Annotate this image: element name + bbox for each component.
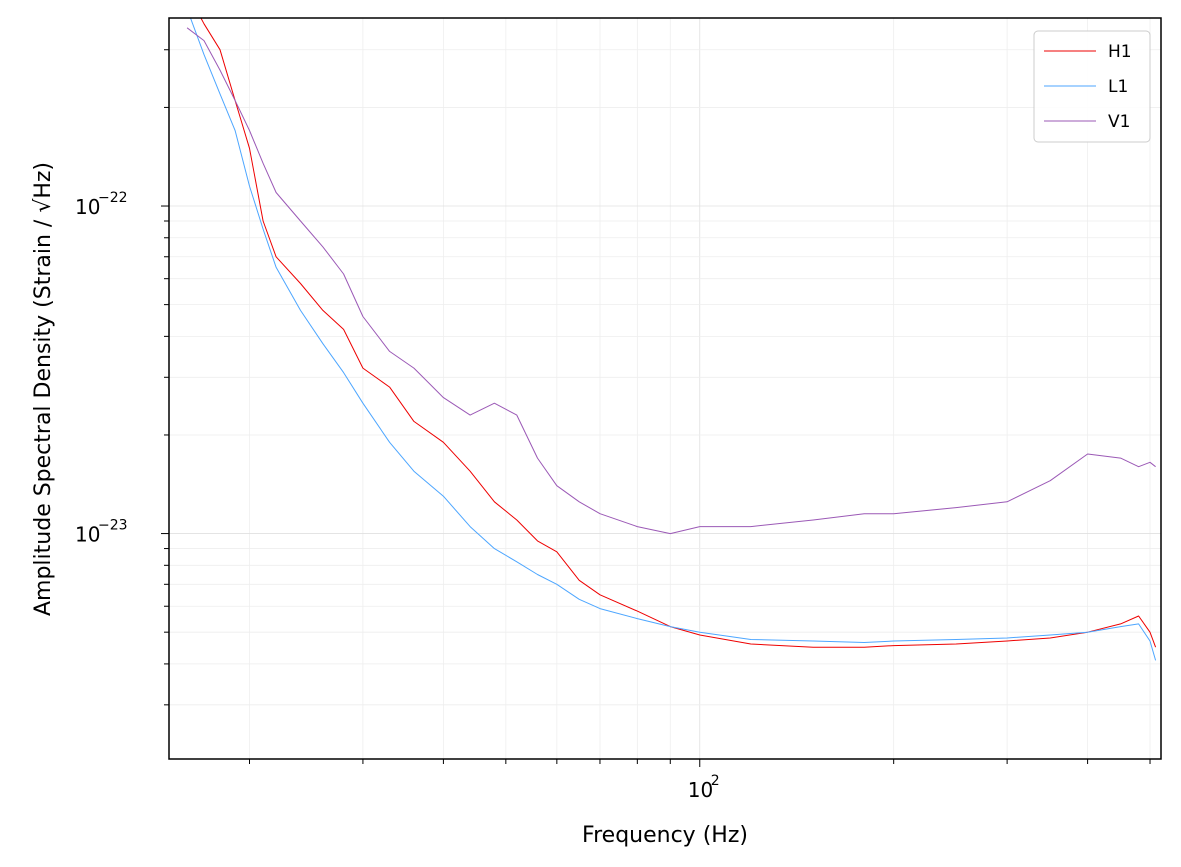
y-axis-label: Amplitude Spectral Density (Strain / √Hz…: [31, 162, 56, 616]
plot-frame: [168, 17, 1162, 760]
plot-background: [169, 18, 1161, 759]
y-tick-label-exponent: −23: [98, 518, 128, 534]
y-tick-label: 10: [75, 523, 100, 547]
series-layer: [186, 18, 1157, 661]
x-tick-label: 10: [688, 778, 713, 802]
series-line-h1: [200, 18, 1157, 648]
x-axis-label: Frequency (Hz): [582, 823, 748, 848]
series-line-l1: [189, 18, 1157, 661]
series-line-v1: [186, 27, 1156, 535]
y-tick-label-exponent: −22: [98, 190, 128, 206]
legend-label-h1: H1: [1108, 42, 1132, 62]
y-tick-label: 10: [75, 195, 100, 219]
legend: H1 L1 V1: [1033, 30, 1151, 143]
legend-label-v1: V1: [1108, 112, 1130, 132]
legend-label-l1: L1: [1108, 77, 1128, 97]
x-tick-label-exponent: 2: [711, 773, 720, 789]
